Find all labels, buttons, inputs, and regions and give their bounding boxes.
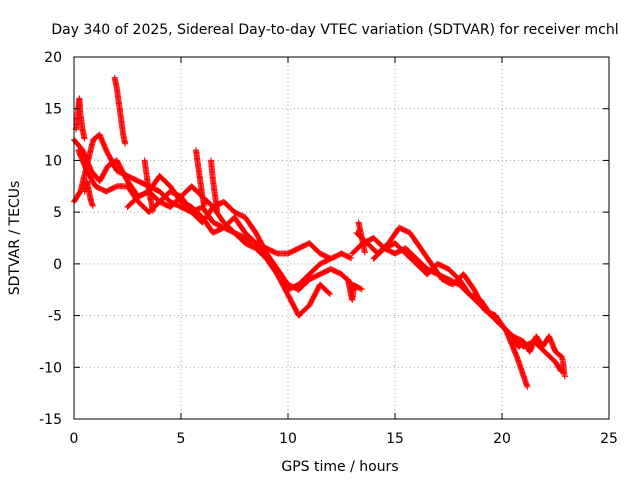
- y-tick-label: -5: [48, 309, 62, 325]
- series-spike: [141, 157, 156, 214]
- x-tick-label: 5: [177, 431, 186, 447]
- y-tick-label: 15: [44, 102, 62, 118]
- data-point-marker: [561, 373, 568, 380]
- x-tick-label: 20: [493, 431, 511, 447]
- data-point-marker: [351, 282, 358, 289]
- axis-ticks: 0 5 10 15 20 25 -15 -10 -5 0 5 10 15 20: [39, 50, 618, 447]
- series-spike: [73, 95, 88, 142]
- series-spike: [207, 157, 221, 214]
- chart-title: Day 340 of 2025, Sidereal Day-to-day VTE…: [51, 22, 618, 38]
- x-axis-label: GPS time / hours: [281, 459, 398, 475]
- series-spike: [558, 353, 568, 380]
- data-point-marker: [348, 255, 355, 262]
- x-tick-label: 25: [600, 431, 618, 447]
- data-point-marker: [326, 290, 333, 297]
- series-spike: [344, 276, 358, 304]
- data-point-marker: [524, 383, 531, 390]
- data-point-marker: [358, 286, 365, 293]
- series-spike: [355, 219, 368, 256]
- data-point-marker: [149, 207, 156, 214]
- x-tick-label: 15: [386, 431, 404, 447]
- y-axis-label: SDTVAR / TECUs: [7, 181, 23, 296]
- y-tick-label: 0: [53, 257, 62, 273]
- series-track-6: [353, 224, 531, 390]
- data-point-marker: [214, 207, 221, 214]
- y-tick-label: -15: [39, 412, 62, 428]
- x-tick-label: 10: [279, 431, 297, 447]
- series-track-4: [124, 183, 355, 293]
- series-spike: [111, 74, 129, 147]
- data-point-marker: [361, 249, 368, 256]
- series-track-8: [509, 333, 565, 360]
- y-tick-label: -10: [39, 360, 62, 376]
- grid: [74, 57, 609, 419]
- y-tick-label: 5: [53, 205, 62, 221]
- data-point-marker: [122, 140, 129, 147]
- series-track-3: [75, 147, 333, 319]
- data-point-marker: [347, 254, 354, 261]
- data-point-marker: [89, 202, 96, 209]
- series-spike: [192, 147, 208, 209]
- series-spike: [81, 178, 96, 209]
- y-tick-label: 20: [44, 50, 62, 66]
- plot-area: [71, 74, 568, 390]
- y-tick-label: 10: [44, 153, 62, 169]
- data-point-marker: [357, 285, 364, 292]
- plot-frame: [73, 56, 610, 420]
- data-point-marker: [326, 291, 333, 298]
- x-tick-label: 0: [70, 431, 79, 447]
- data-point-marker: [81, 135, 88, 142]
- data-point-marker: [201, 202, 208, 209]
- series-track-7: [370, 240, 565, 375]
